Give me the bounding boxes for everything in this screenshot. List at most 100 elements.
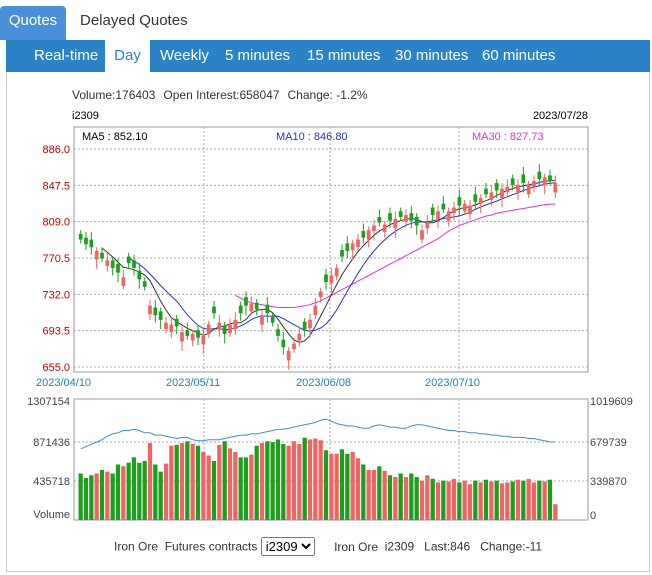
commodity-label: Iron Ore [114,539,159,554]
volume-bar [137,462,142,520]
candle-body [126,256,131,264]
volume-bar [430,478,435,520]
volume-bar [291,441,297,520]
candle-body [430,207,435,216]
volume-bar [435,482,441,520]
candle-body [425,222,430,229]
candle-body [473,194,478,202]
volume-bar [387,475,393,520]
tab-quotes[interactable]: Quotes [0,6,66,40]
volume-tick-label: 1307154 [27,396,70,408]
candle-body [441,203,446,210]
volume-bar [83,477,89,520]
price-tick-label: 809.0 [42,217,70,229]
volume-bar [515,479,521,520]
candle-body [484,188,488,195]
candle-body [409,213,414,221]
volume-bar [553,504,558,520]
price-tick-label: 770.5 [42,253,70,265]
top-tabs: Quotes Delayed Quotes [0,0,652,40]
candle-body [265,304,270,314]
volume-bar [414,477,419,520]
candles [78,164,558,370]
volume-bar [249,454,254,520]
candle-body [158,311,163,320]
period-weekly[interactable]: Weekly [160,47,209,64]
volume-bar [323,450,329,520]
ma10-label: MA10 : 846.80 [276,131,348,143]
period-60-minutes[interactable]: 60 minutes [482,47,556,64]
volume-bar [457,482,462,520]
volume-bar [521,480,526,520]
candle-body [398,211,403,217]
candle-body [84,237,88,245]
period-5-minutes[interactable]: 5 minutes [225,47,291,64]
date-tick-label: 2023/07/10 [425,377,480,389]
volume-bar [94,473,99,520]
candle-body [329,275,334,284]
candle-body [494,182,499,191]
period-real-time[interactable]: Real-time [34,47,99,64]
candle-body [420,230,424,240]
summary-contract: i2309 [384,539,415,554]
quote-info: Volume:176403 Open Interest:658047 Change:… [72,88,386,102]
volume-bar [366,469,371,520]
volume-bar [473,480,478,520]
candle-body [510,178,515,185]
candle-body [334,267,339,277]
volume-bar [526,478,531,520]
candle-body [462,203,467,212]
contracts-label: Futures contracts [164,539,258,554]
oi-tick-label: 0 [590,510,596,522]
price-tick-label: 655.0 [42,362,70,374]
volume-bar [78,473,83,520]
price-tick-label: 732.0 [42,289,70,301]
volume-bar [126,462,131,520]
volume-bar [222,441,227,520]
candle-body [372,225,376,232]
ma30-path [235,203,556,308]
period-15-minutes[interactable]: 15 minutes [307,47,381,64]
chart-panel [6,72,650,572]
volume-bar [121,466,126,520]
period-nav: Real-time Day Weekly 5 minutes 15 minute… [6,40,650,72]
candle-body [89,239,94,248]
price-tick-label: 847.5 [42,180,70,192]
change-text: Change: -1.2% [287,88,368,102]
price-y-ticks: 886.0 847.5 809.0 770.5 732.0 693.5 655.0 [42,144,70,374]
volume-bar [265,441,270,520]
volume-bar [371,469,377,520]
volume-bar [494,480,499,520]
ma30-line [235,203,556,308]
oi-tick-label: 339870 [590,476,627,488]
volume-bar [185,441,190,520]
candle-body [206,324,211,334]
volume-bar [483,479,489,520]
candle-body [190,333,195,341]
candle-body [446,211,451,221]
open-interest-text: Open Interest:658047 [163,88,280,102]
tab-delayed-quotes[interactable]: Delayed Quotes [80,12,188,29]
volume-bar [542,481,547,520]
candle-body [153,307,158,316]
volume-bar [195,445,201,520]
candle-body [553,182,558,193]
period-day[interactable]: Day [105,40,150,72]
volume-bar [217,444,222,520]
volume-bar [270,442,275,520]
candle-body [238,305,243,314]
volume-bar [153,464,158,520]
candle-body [366,230,371,240]
period-30-minutes[interactable]: 30 minutes [395,47,469,64]
volume-bar [174,444,179,520]
candle-body [244,297,248,306]
candle-body [308,319,312,329]
candle-body [196,330,200,338]
volume-bar [281,443,286,520]
volume-bar [286,445,291,520]
contract-select[interactable]: i2309 [260,537,315,556]
volume-text: Volume:176403 [72,88,156,102]
candle-body [324,274,328,283]
candle-body [180,332,184,342]
volume-bar [499,483,505,520]
